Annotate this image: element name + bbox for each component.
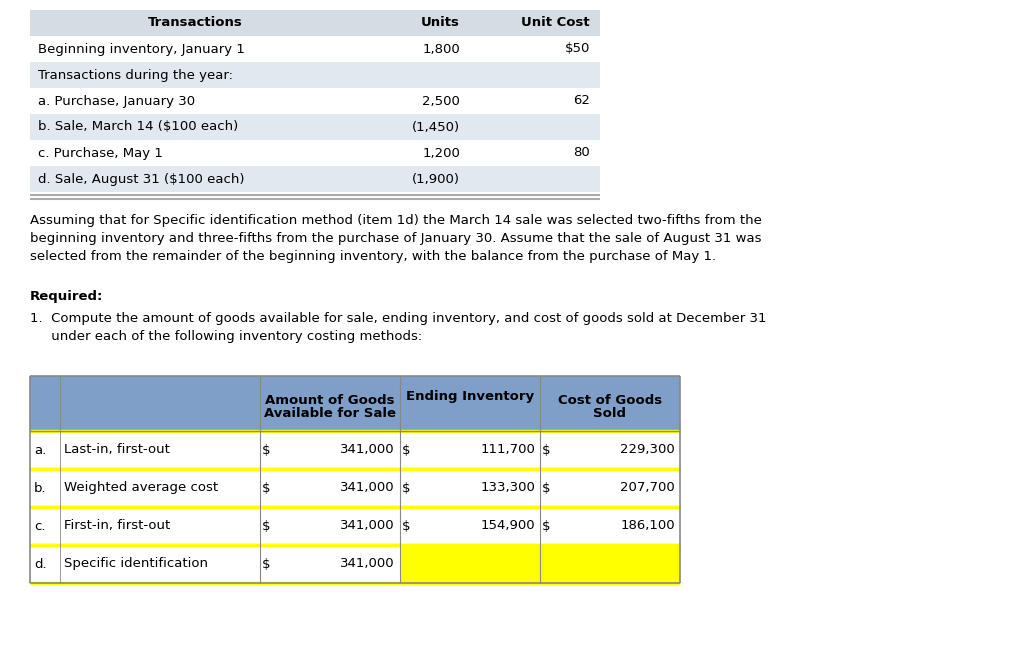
Text: Available for Sale: Available for Sale (264, 407, 396, 420)
Text: Transactions: Transactions (147, 17, 243, 30)
Bar (260, 431, 400, 469)
Bar (30, 545, 260, 583)
Text: 2,500: 2,500 (422, 94, 460, 107)
Text: Specific identification: Specific identification (63, 558, 208, 571)
Text: Transactions during the year:: Transactions during the year: (38, 69, 233, 82)
Text: $: $ (262, 481, 270, 494)
Bar (400, 507, 540, 545)
Text: 80: 80 (573, 146, 590, 160)
Text: 154,900: 154,900 (480, 520, 535, 532)
Text: 1,800: 1,800 (422, 43, 460, 56)
Text: 1,200: 1,200 (422, 146, 460, 160)
Text: b. Sale, March 14 ($100 each): b. Sale, March 14 ($100 each) (38, 120, 239, 133)
Bar (260, 469, 400, 507)
Text: beginning inventory and three-fifths from the purchase of January 30. Assume tha: beginning inventory and three-fifths fro… (30, 232, 762, 245)
Text: $: $ (402, 481, 411, 494)
Text: $: $ (402, 443, 411, 457)
Text: a. Purchase, January 30: a. Purchase, January 30 (38, 94, 196, 107)
Bar (400, 545, 540, 583)
Text: d.: d. (34, 558, 47, 571)
Bar (30, 114, 600, 140)
Bar (30, 431, 260, 469)
Text: $: $ (542, 443, 551, 457)
Text: Weighted average cost: Weighted average cost (63, 481, 218, 494)
Bar (30, 88, 600, 114)
Text: $50: $50 (564, 43, 590, 56)
Text: 341,000: 341,000 (340, 481, 395, 494)
Text: $: $ (262, 520, 270, 532)
Bar (30, 166, 600, 192)
Bar (30, 10, 600, 36)
Text: under each of the following inventory costing methods:: under each of the following inventory co… (30, 330, 422, 343)
Bar (540, 431, 680, 469)
Text: First-in, first-out: First-in, first-out (63, 520, 170, 532)
Text: Cost of Goods: Cost of Goods (558, 394, 663, 407)
Bar (400, 469, 540, 507)
Text: 341,000: 341,000 (340, 558, 395, 571)
Text: b.: b. (34, 481, 47, 494)
Bar (30, 62, 600, 88)
Text: $: $ (262, 443, 270, 457)
Text: selected from the remainder of the beginning inventory, with the balance from th: selected from the remainder of the begin… (30, 250, 716, 263)
Text: Last-in, first-out: Last-in, first-out (63, 443, 170, 457)
Text: Amount of Goods: Amount of Goods (265, 394, 394, 407)
Text: 62: 62 (573, 94, 590, 107)
Text: Unit Cost: Unit Cost (521, 17, 590, 30)
Text: Sold: Sold (594, 407, 627, 420)
Text: a.: a. (34, 443, 46, 457)
Text: Required:: Required: (30, 290, 103, 303)
Bar (30, 140, 600, 166)
Text: $: $ (262, 558, 270, 571)
Text: $: $ (402, 520, 411, 532)
Text: c. Purchase, May 1: c. Purchase, May 1 (38, 146, 163, 160)
Text: c.: c. (34, 520, 45, 532)
Text: d. Sale, August 31 ($100 each): d. Sale, August 31 ($100 each) (38, 173, 245, 186)
Text: 133,300: 133,300 (480, 481, 535, 494)
Text: 207,700: 207,700 (621, 481, 675, 494)
Bar (30, 507, 260, 545)
Bar (540, 545, 680, 583)
Text: Beginning inventory, January 1: Beginning inventory, January 1 (38, 43, 245, 56)
Bar (540, 507, 680, 545)
Bar (30, 376, 680, 431)
Text: 341,000: 341,000 (340, 520, 395, 532)
Text: 229,300: 229,300 (621, 443, 675, 457)
Text: 341,000: 341,000 (340, 443, 395, 457)
Bar (260, 507, 400, 545)
Text: Units: Units (421, 17, 460, 30)
Text: 186,100: 186,100 (621, 520, 675, 532)
Bar (260, 545, 400, 583)
Text: 1.  Compute the amount of goods available for sale, ending inventory, and cost o: 1. Compute the amount of goods available… (30, 312, 767, 325)
Text: (1,900): (1,900) (412, 173, 460, 186)
Text: Ending Inventory: Ending Inventory (406, 390, 535, 403)
Text: (1,450): (1,450) (412, 120, 460, 133)
Bar (400, 431, 540, 469)
Text: Assuming that for Specific identification method (item 1d) the March 14 sale was: Assuming that for Specific identificatio… (30, 214, 762, 227)
Text: $: $ (542, 520, 551, 532)
Bar (540, 469, 680, 507)
Bar (30, 36, 600, 62)
Bar (30, 469, 260, 507)
Text: 111,700: 111,700 (480, 443, 535, 457)
Text: $: $ (542, 481, 551, 494)
